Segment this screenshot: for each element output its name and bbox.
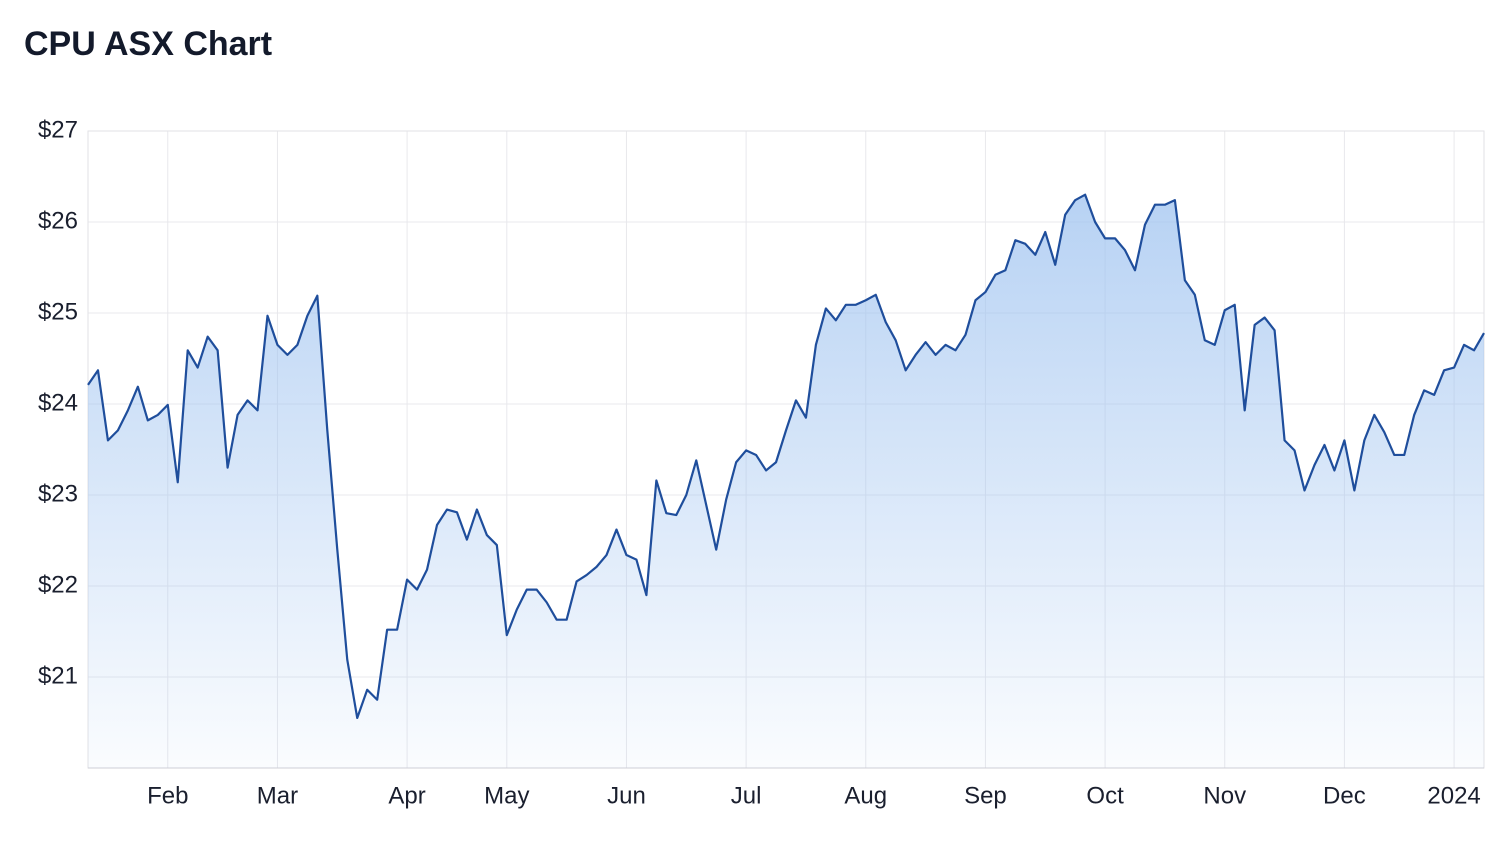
y-tick-label: $21 <box>38 662 78 689</box>
x-tick-label: Jun <box>607 782 646 809</box>
chart-title: CPU ASX Chart <box>24 25 272 63</box>
y-tick-label: $26 <box>38 207 78 234</box>
x-tick-label: 2024 <box>1427 782 1480 809</box>
x-tick-label: Dec <box>1323 782 1366 809</box>
price-line <box>87 193 1485 720</box>
x-tick-label: Sep <box>964 782 1007 809</box>
y-tick-label: $27 <box>38 116 78 143</box>
x-tick-label: Jul <box>731 782 762 809</box>
x-tick-label: Nov <box>1203 782 1246 809</box>
y-tick-label: $24 <box>38 389 78 416</box>
y-tick-label: $23 <box>38 480 78 507</box>
x-tick-label: Aug <box>844 782 887 809</box>
x-tick-label: May <box>484 782 529 809</box>
x-tick-label: Feb <box>147 782 188 809</box>
x-tick-label: Oct <box>1086 782 1124 809</box>
y-tick-label: $22 <box>38 571 78 598</box>
area-fill <box>88 194 1484 768</box>
x-tick-label: Apr <box>388 782 425 809</box>
x-tick-label: Mar <box>257 782 298 809</box>
y-tick-label: $25 <box>38 298 78 325</box>
